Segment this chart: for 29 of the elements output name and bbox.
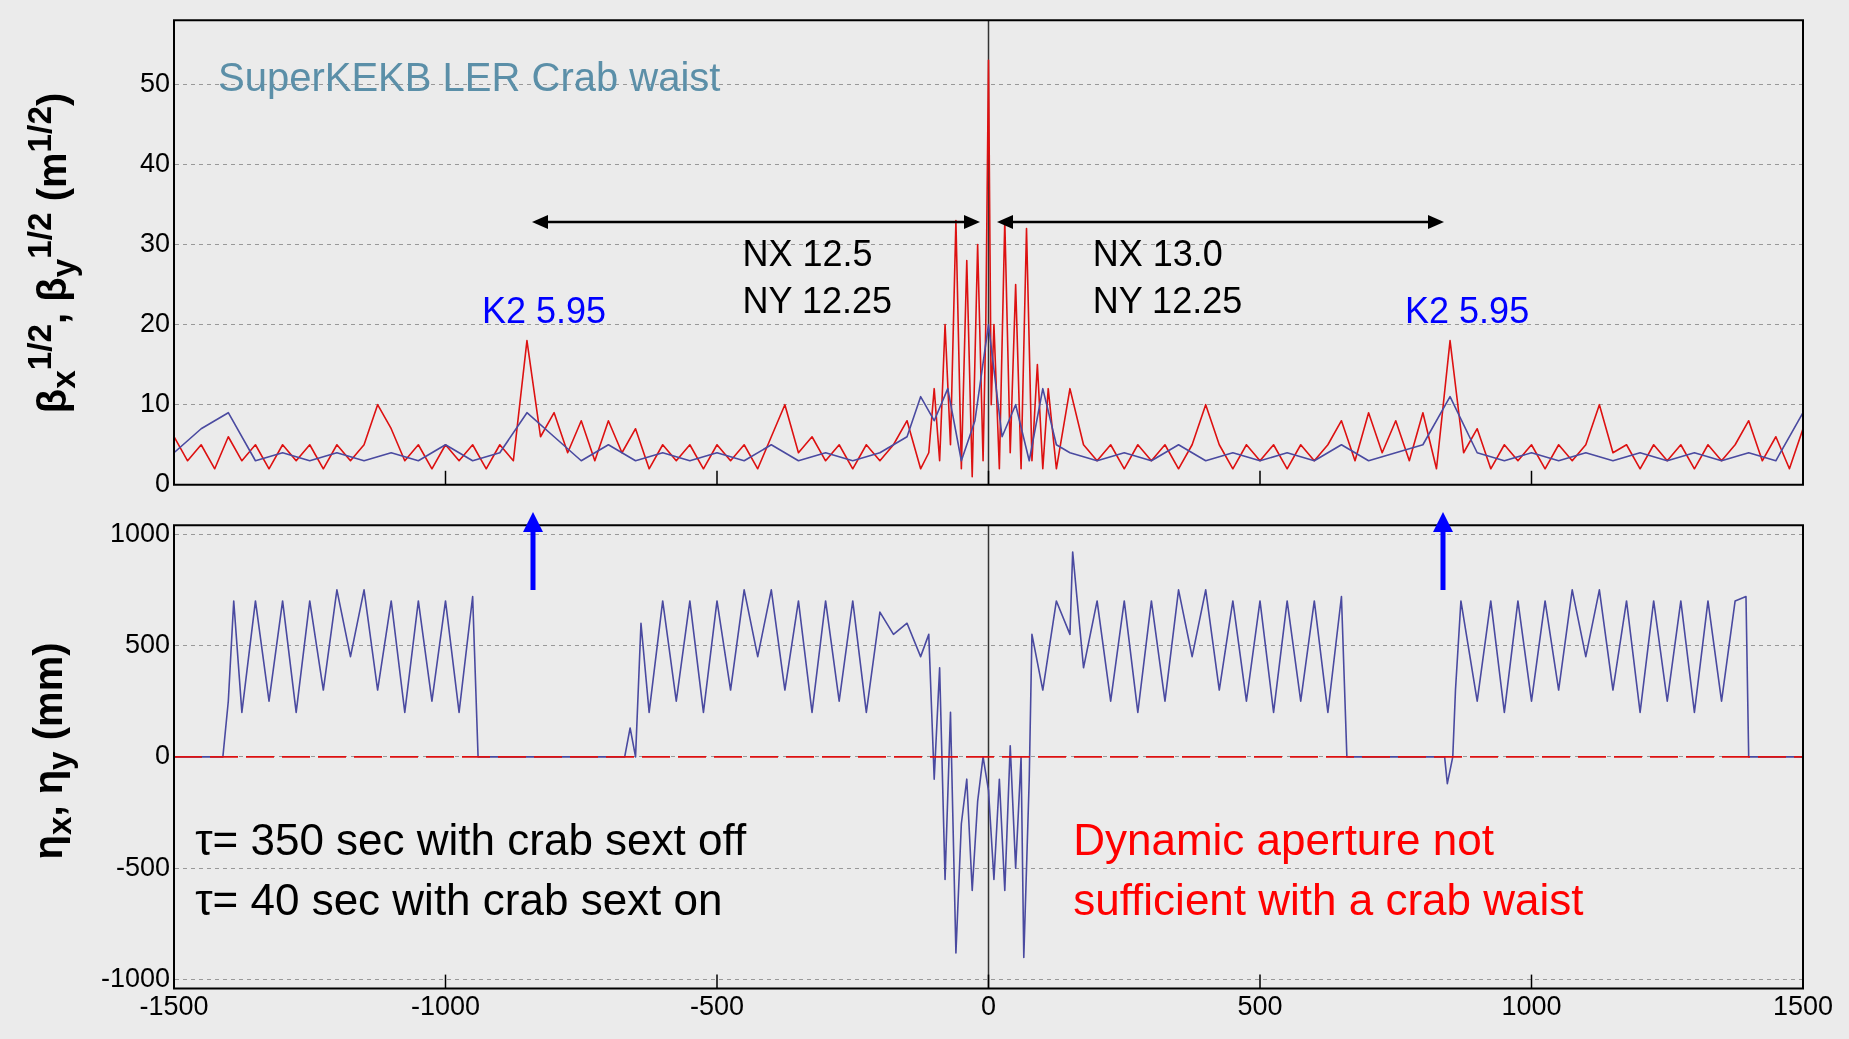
text: SuperKEKB LER Crab waist — [218, 55, 721, 100]
annotation: Dynamic aperture not — [1073, 815, 1494, 865]
y-tick-label: 500 — [124, 628, 170, 659]
x-tick-label: -1500 — [139, 991, 209, 1022]
y-tick-label: 20 — [139, 308, 170, 339]
annotation: K2 5.95 — [1405, 289, 1530, 331]
y-tick-label: 1000 — [109, 517, 170, 548]
x-tick-label: 500 — [1237, 991, 1283, 1022]
y-tick-label: 30 — [139, 227, 170, 258]
x-tick-label: 1000 — [1501, 991, 1562, 1022]
annotation: sufficient with a crab waist — [1073, 874, 1584, 924]
annotation: τ= 350 sec with crab sext off — [195, 815, 747, 865]
annotation: NY 12.25 — [1092, 280, 1243, 322]
y-tick-label: -500 — [115, 851, 170, 882]
y-tick-label: 10 — [139, 388, 170, 419]
x-tick-label: -500 — [689, 991, 745, 1022]
annotation: NX 12.5 — [742, 232, 873, 274]
x-tick-label: 1500 — [1772, 991, 1834, 1022]
y-tick-label: -1000 — [100, 963, 170, 994]
y-tick-label: 50 — [139, 67, 170, 98]
annotation: NX 13.0 — [1092, 232, 1223, 274]
x-tick-label: -1000 — [410, 991, 481, 1022]
y-tick-label: 0 — [154, 740, 170, 771]
x-tick-label: 0 — [980, 991, 997, 1022]
y-tick-label: 0 — [154, 468, 170, 499]
y-tick-label: 40 — [139, 147, 170, 178]
annotation: τ= 40 sec with crab sext on — [195, 874, 723, 924]
annotation: K2 5.95 — [481, 289, 607, 331]
annotation: NY 12.25 — [742, 280, 892, 322]
